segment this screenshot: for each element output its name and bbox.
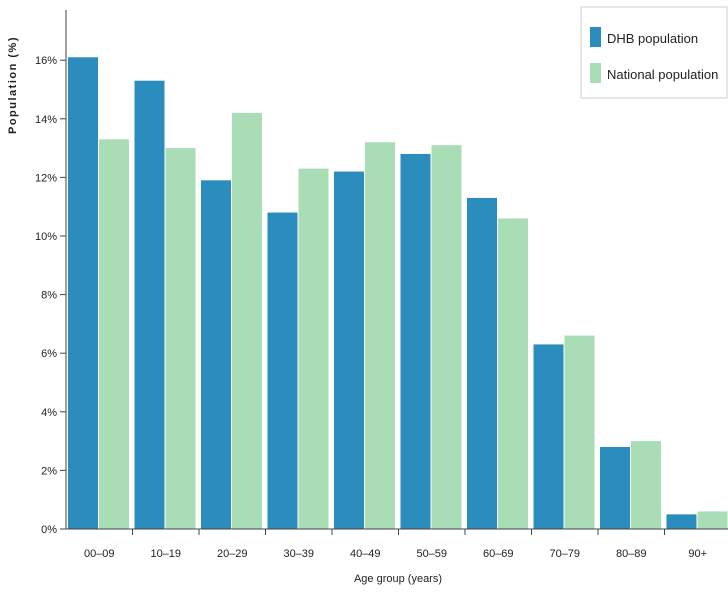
- bar-dhb-5: [400, 153, 431, 529]
- y-tick-label: 6%: [41, 348, 57, 360]
- bars-layer: [68, 57, 728, 530]
- x-tick-label: 40–49: [350, 548, 381, 560]
- bar-dhb-8: [600, 446, 630, 529]
- x-tick-label: 30–39: [283, 548, 314, 560]
- legend-frame: [580, 6, 728, 99]
- bar-dhb-2: [201, 180, 231, 529]
- bar-national-0: [99, 139, 129, 529]
- axes-layer: [65, 10, 728, 530]
- x-tick-label: 10–19: [150, 548, 181, 560]
- x-tick-label: 60–69: [483, 548, 514, 560]
- bar-national-1: [165, 148, 196, 529]
- bar-dhb-4: [334, 171, 364, 530]
- legend-label-national: National population: [607, 67, 718, 82]
- y-tick-label: 16%: [35, 55, 57, 67]
- x-tick-label: 00–09: [84, 548, 115, 560]
- bar-national-3: [298, 168, 329, 530]
- bar-national-2: [232, 112, 262, 529]
- bar-national-6: [498, 218, 528, 530]
- bar-dhb-1: [134, 80, 165, 530]
- bar-national-4: [365, 142, 395, 530]
- x-tick-label: 20–29: [217, 548, 248, 560]
- bar-dhb-9: [666, 514, 697, 529]
- x-tick-label: 70–79: [549, 548, 580, 560]
- legend-swatch-dhb: [590, 27, 601, 47]
- x-axis-title: Age group (years): [354, 573, 442, 585]
- x-ticks: 00–09 10–19 20–29 30–39 40–49 50–59 60–69 70–79…: [84, 529, 707, 560]
- y-tick-label: 0%: [41, 524, 57, 536]
- y-axis-title: Population (%): [7, 36, 19, 134]
- bar-national-9: [697, 511, 728, 529]
- bar-dhb-7: [533, 344, 564, 529]
- x-tick-label: 50–59: [416, 548, 447, 560]
- legend: DHB population National population: [580, 6, 728, 99]
- bar-dhb-3: [267, 212, 298, 529]
- x-tick-label: 80–89: [616, 548, 647, 560]
- bar-national-8: [631, 441, 661, 529]
- x-tick-label: 90+: [688, 548, 707, 560]
- y-tick-label: 2%: [41, 465, 57, 477]
- bar-dhb-0: [68, 57, 98, 530]
- legend-swatch-national: [590, 63, 601, 83]
- bar-national-5: [431, 145, 462, 530]
- y-tick-label: 4%: [41, 407, 57, 419]
- bar-dhb-6: [467, 197, 497, 529]
- legend-label-dhb: DHB population: [607, 31, 698, 46]
- y-tick-label: 12%: [35, 172, 57, 184]
- y-tick-label: 10%: [35, 231, 57, 243]
- y-tick-label: 8%: [41, 290, 57, 302]
- bar-national-7: [564, 335, 595, 529]
- y-tick-label: 14%: [35, 114, 57, 126]
- y-ticks: 0% 2% 4% 6% 8% 10% 12% 14% 16%: [35, 55, 66, 536]
